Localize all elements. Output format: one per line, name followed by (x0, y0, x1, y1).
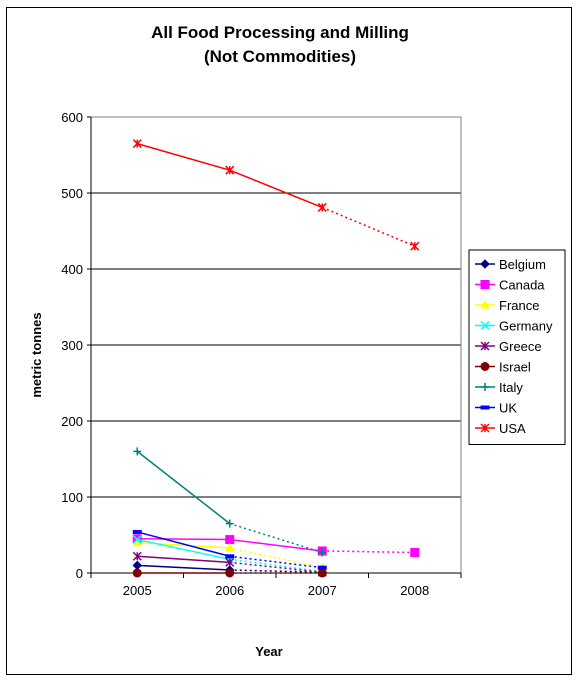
legend-swatch-marker (480, 280, 490, 289)
line-segment (137, 538, 230, 541)
legend-label: Italy (499, 380, 523, 395)
legend-item-france: France (475, 298, 539, 313)
legend-item-israel: Israel (475, 360, 531, 375)
legend-swatch-marker (480, 299, 490, 309)
legend-label: UK (499, 401, 517, 416)
line-segment (229, 547, 323, 569)
chart-title: All Food Processing and Milling (151, 23, 409, 42)
legend: Belgium Canada France Germany Greece Israel It… (468, 249, 566, 445)
chart-subtitle: (Not Commodities) (204, 47, 356, 66)
series-uk (132, 529, 327, 570)
y-tick-label: 500 (61, 186, 83, 201)
legend-swatch-marker (480, 423, 490, 433)
legend-swatch-marker (480, 341, 490, 351)
y-tick-label: 400 (61, 262, 83, 277)
data-point (225, 554, 235, 559)
series-usa (132, 139, 420, 251)
legend-item-canada: Canada (475, 278, 545, 293)
data-point (225, 165, 235, 175)
data-point (410, 241, 420, 251)
y-tick-label: 100 (61, 490, 83, 505)
line-segment (137, 555, 230, 564)
legend-item-uk: UK (475, 401, 517, 416)
line-segment (137, 531, 230, 558)
legend-label: Greece (499, 339, 542, 354)
legend-label: Israel (499, 360, 531, 375)
data-point (225, 557, 235, 567)
legend-item-belgium: Belgium (475, 257, 546, 272)
x-tick-label: 2006 (215, 583, 244, 598)
data-point (225, 519, 234, 528)
data-point (317, 568, 327, 578)
data-point (132, 551, 142, 561)
line-segment (229, 558, 323, 573)
y-tick-label: 200 (61, 414, 83, 429)
gridlines (91, 116, 461, 498)
data-point (225, 535, 235, 545)
series-israel (132, 568, 327, 578)
data-point (132, 568, 142, 578)
legend-label: Canada (499, 278, 545, 293)
y-tick-label: 600 (61, 110, 83, 125)
data-point (410, 547, 420, 557)
line-segment (136, 450, 231, 525)
data-point (132, 560, 142, 571)
legend-item-germany: Germany (475, 319, 553, 334)
legend-swatch-marker (480, 405, 490, 410)
line-segment (322, 550, 415, 554)
legend-item-italy: Italy (475, 380, 523, 395)
data-point (132, 139, 142, 149)
legend-swatch-marker (480, 362, 490, 371)
data-point (317, 202, 327, 212)
x-axis-title: Year (255, 644, 282, 659)
y-axis-title: metric tonnes (29, 312, 44, 397)
line-segment (137, 142, 230, 171)
x-tick-label: 2007 (308, 583, 337, 598)
line-segment (229, 561, 323, 573)
line-segment (229, 538, 323, 552)
line-segment (229, 555, 323, 569)
y-tick-label: 300 (61, 338, 83, 353)
legend-label: USA (499, 421, 526, 436)
legend-swatch-marker (481, 383, 489, 391)
line-segment (229, 169, 323, 209)
line-segment (229, 522, 323, 554)
legend-swatch-marker (480, 320, 490, 331)
chart-frame: All Food Processing and Milling (Not Com… (6, 7, 572, 675)
data-point (224, 542, 235, 552)
chart-svg: All Food Processing and Milling (Not Com… (29, 23, 566, 659)
data-point (225, 568, 235, 578)
data-point (317, 565, 327, 570)
legend-label: Germany (499, 319, 553, 334)
data-point (132, 535, 142, 545)
series-canada (132, 534, 420, 557)
line-segment (137, 538, 230, 561)
data-point (132, 529, 142, 534)
legend-label: Belgium (499, 257, 546, 272)
line-segment (321, 206, 416, 247)
legend-item-usa: USA (475, 421, 526, 436)
data-point (318, 548, 327, 557)
x-tick-label: 2008 (400, 583, 429, 598)
series-group (132, 139, 420, 578)
data-point (133, 447, 142, 456)
line-segment (229, 569, 323, 573)
line-segment (137, 564, 230, 571)
x-tick-label: 2005 (123, 583, 152, 598)
legend-label: France (499, 298, 539, 313)
y-tick-label: 0 (76, 566, 83, 581)
legend-swatch-marker (480, 259, 490, 269)
legend-item-greece: Greece (475, 339, 542, 354)
series-italy (133, 447, 327, 557)
